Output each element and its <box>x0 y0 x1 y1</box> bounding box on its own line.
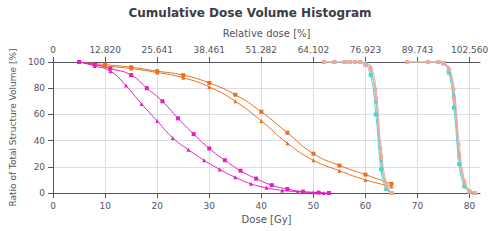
svg-text:25.641: 25.641 <box>141 45 173 55</box>
svg-text:100: 100 <box>28 57 45 67</box>
svg-text:50: 50 <box>308 201 320 211</box>
svg-text:Relative dose [%]: Relative dose [%] <box>223 28 311 39</box>
svg-text:102.560: 102.560 <box>451 45 488 55</box>
svg-text:0: 0 <box>50 201 56 211</box>
svg-text:0: 0 <box>50 45 56 55</box>
svg-text:10: 10 <box>99 201 111 211</box>
svg-text:70: 70 <box>412 201 424 211</box>
svg-text:20: 20 <box>34 162 46 172</box>
svg-text:12.820: 12.820 <box>89 45 121 55</box>
svg-text:89.743: 89.743 <box>402 45 434 55</box>
svg-text:20: 20 <box>151 201 163 211</box>
svg-text:80: 80 <box>464 201 476 211</box>
svg-text:64.102: 64.102 <box>298 45 330 55</box>
svg-text:60: 60 <box>34 109 46 119</box>
svg-text:Ratio of Total Structure Volum: Ratio of Total Structure Volume [%] <box>8 48 18 206</box>
svg-text:51.282: 51.282 <box>246 45 278 55</box>
svg-text:Cumulative Dose Volume Histogr: Cumulative Dose Volume Histogram <box>129 6 372 20</box>
svg-text:Dose [Gy]: Dose [Gy] <box>242 214 292 225</box>
svg-text:38.461: 38.461 <box>194 45 226 55</box>
svg-text:40: 40 <box>34 136 46 146</box>
svg-text:76.923: 76.923 <box>350 45 382 55</box>
svg-text:60: 60 <box>360 201 372 211</box>
svg-text:40: 40 <box>256 201 268 211</box>
svg-text:0: 0 <box>39 188 45 198</box>
svg-text:80: 80 <box>34 83 46 93</box>
svg-text:30: 30 <box>204 201 216 211</box>
